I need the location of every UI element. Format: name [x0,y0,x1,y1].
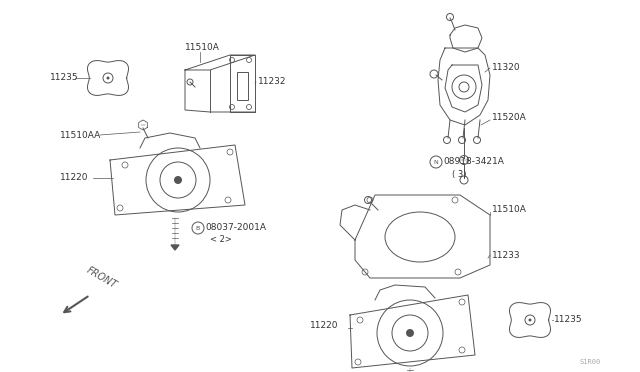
Text: 11510A: 11510A [492,205,527,215]
Text: N: N [434,160,438,164]
Text: FRONT: FRONT [85,265,119,290]
Text: 11510AA: 11510AA [60,131,101,140]
Circle shape [106,77,109,80]
Text: 11232: 11232 [258,77,287,87]
Circle shape [174,176,182,184]
Circle shape [406,329,414,337]
Text: 11520A: 11520A [492,113,527,122]
Text: 11235: 11235 [554,315,582,324]
Bar [237,72,248,100]
Text: 11320: 11320 [492,64,520,73]
Text: 11233: 11233 [492,250,520,260]
Text: 11235: 11235 [50,74,79,83]
Text: 08037-2001A: 08037-2001A [205,224,266,232]
Text: 11510A: 11510A [185,44,220,52]
Circle shape [529,318,531,321]
Text: S1R00: S1R00 [580,359,601,365]
Text: 11220: 11220 [60,173,88,183]
Text: 11220: 11220 [310,321,339,330]
Text: < 2>: < 2> [210,235,232,244]
Text: 08918-3421A: 08918-3421A [443,157,504,167]
Text: ( 3): ( 3) [452,170,467,179]
Polygon shape [171,245,179,250]
Text: B: B [196,225,200,231]
